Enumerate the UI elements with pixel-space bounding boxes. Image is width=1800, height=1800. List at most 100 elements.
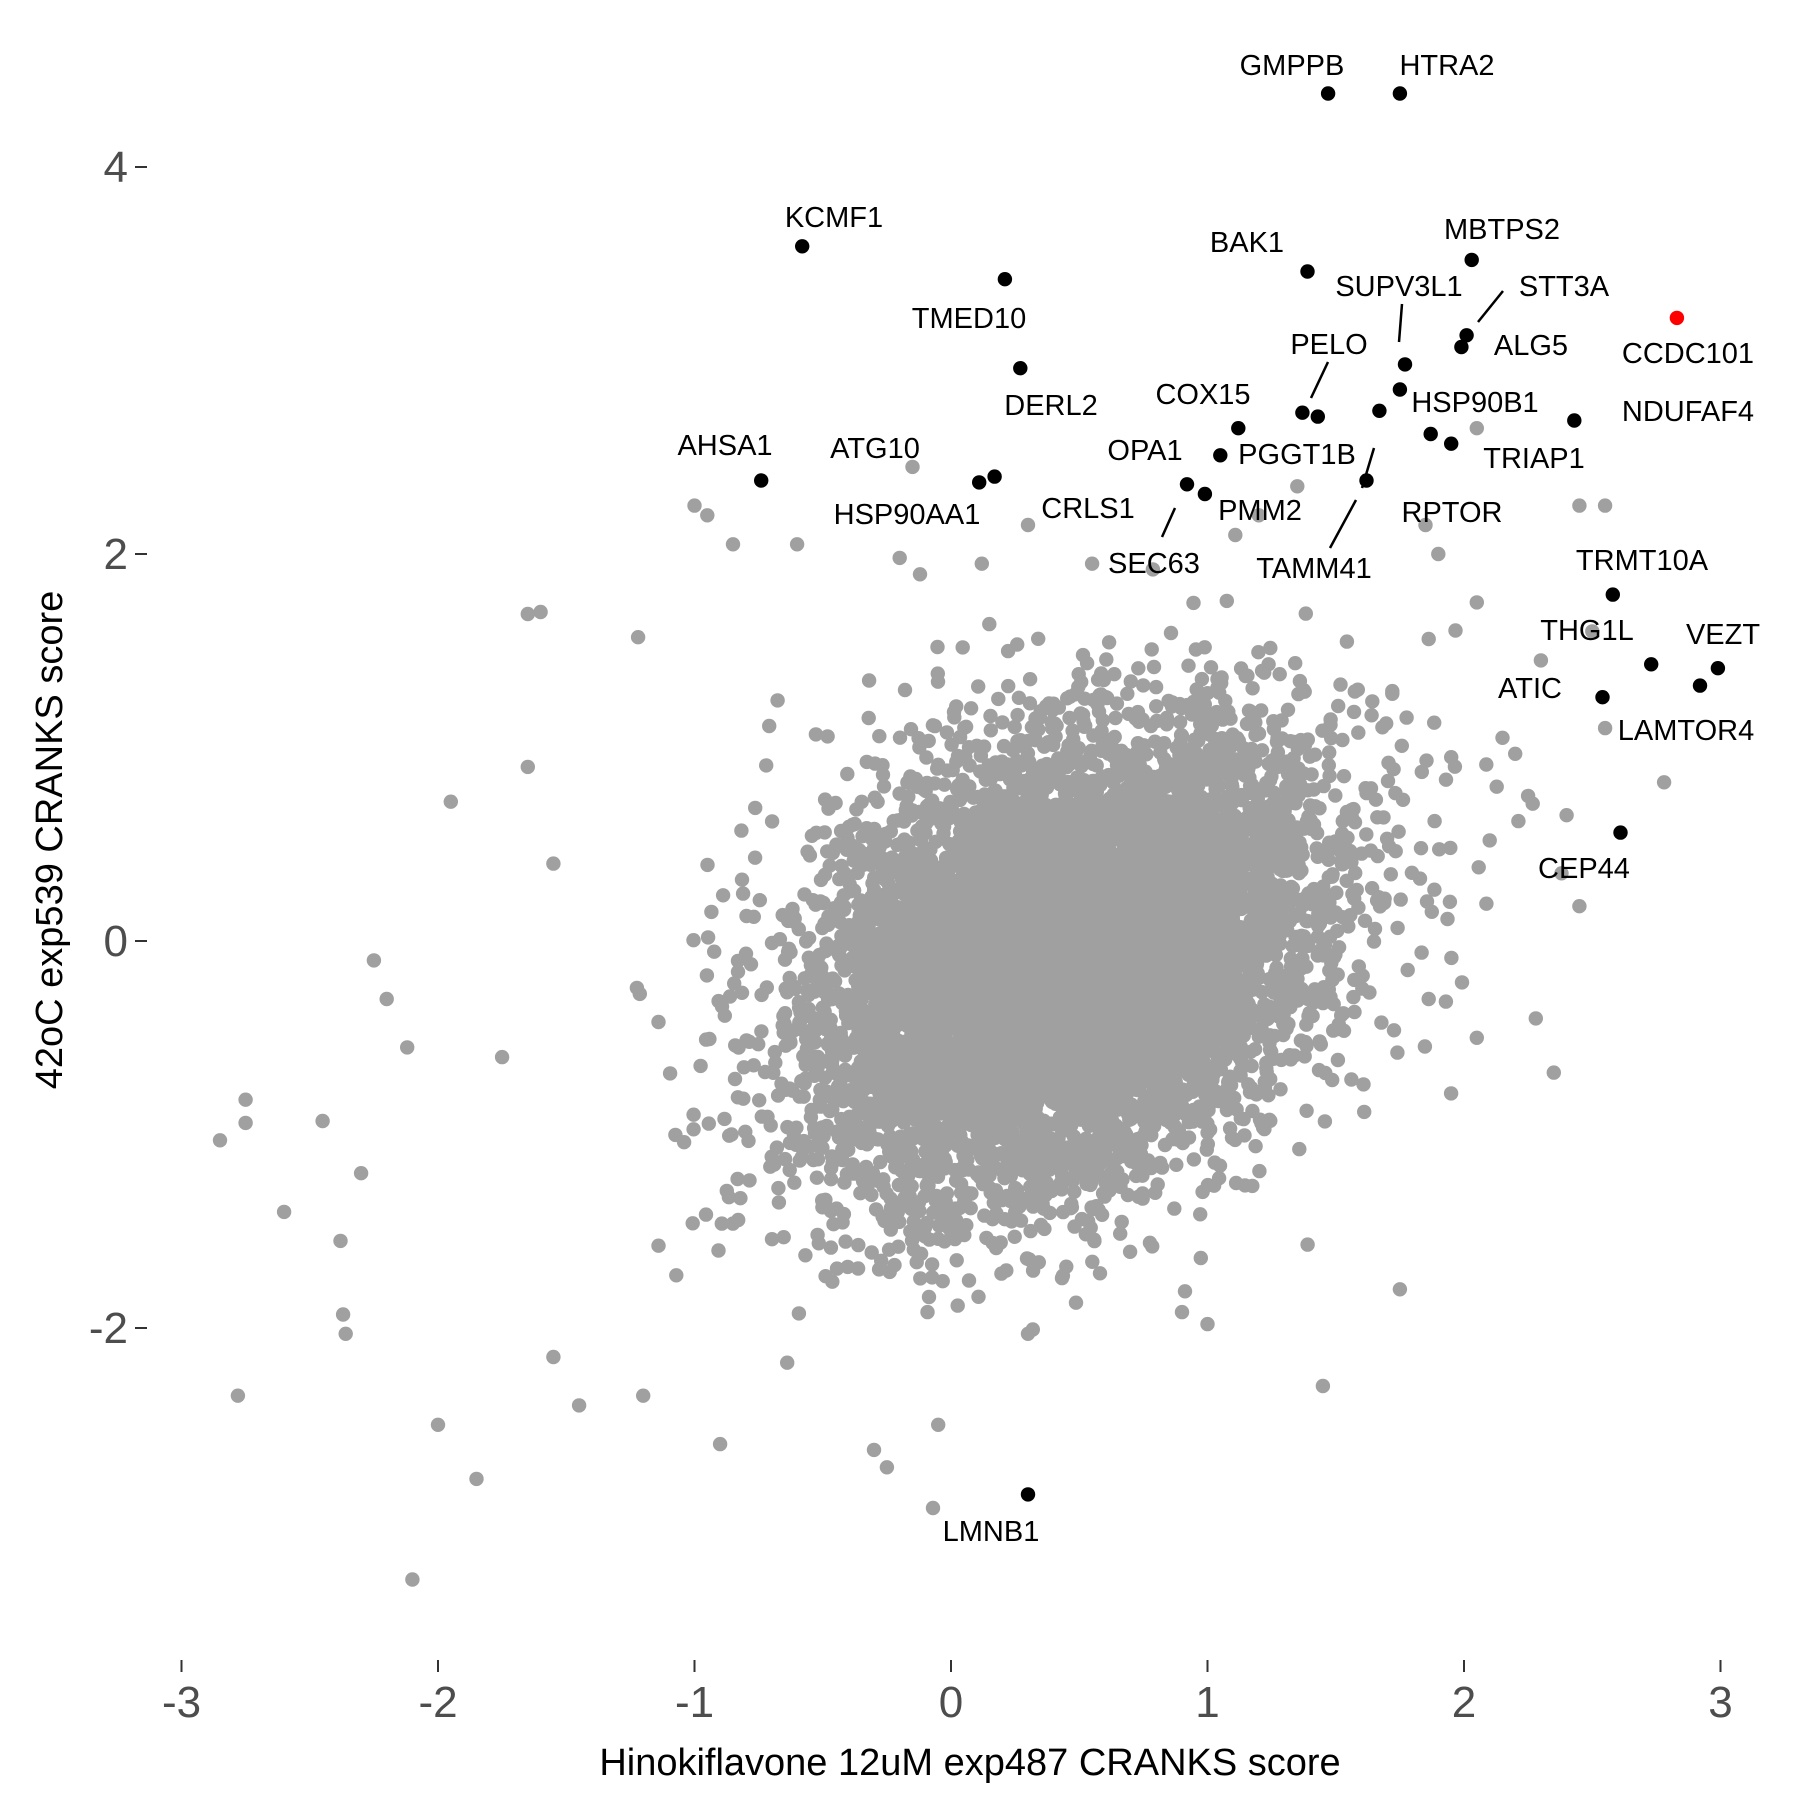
background-point [1011,690,1027,705]
background-point [1122,1244,1138,1260]
background-point [1438,772,1454,787]
background-point [1489,779,1504,794]
background-point [1254,663,1270,679]
background-point [1393,892,1408,907]
background-point [1022,1252,1037,1267]
background-point [986,1158,1002,1174]
background-point [1299,1103,1314,1119]
background-point [1263,640,1278,656]
background-point [1440,911,1455,927]
background-point [1085,1254,1100,1270]
background-point [1443,1086,1459,1101]
background-point [1432,842,1447,857]
background-point [1347,1004,1362,1020]
background-point [825,1274,840,1289]
background-point [804,828,820,843]
background-point [1370,848,1385,864]
background-point [1391,824,1406,839]
background-point [838,1234,853,1249]
background-point [772,932,788,947]
background-point [698,1207,714,1222]
background-point [1471,860,1486,875]
background-point [719,1183,734,1199]
background-point [701,1116,716,1131]
background-point [1438,994,1454,1009]
background-point [1099,652,1114,667]
background-point [747,850,763,865]
background-point [971,1289,986,1305]
background-point [1177,1284,1193,1299]
background-point [1131,661,1146,676]
background-point [722,989,738,1004]
background-point [840,766,855,782]
background-point [1328,788,1343,803]
background-point [1326,996,1341,1012]
background-point [982,616,997,632]
background-point [1292,1141,1307,1157]
background-point [1354,846,1369,861]
background-point [1241,703,1257,718]
background-point [1172,714,1188,730]
background-point [780,1355,795,1370]
background-point [717,1111,732,1127]
background-point [759,758,774,773]
background-point [887,1257,902,1273]
background-point [1336,1006,1351,1021]
background-point [1146,659,1162,675]
background-point [1251,645,1266,660]
background-point [1007,1229,1022,1245]
background-point [1145,562,1161,577]
background-point [881,1242,897,1257]
background-point [1010,707,1025,723]
background-point [752,1093,767,1108]
background-point [722,1128,737,1143]
background-point [1254,703,1269,718]
background-point [700,857,715,873]
background-point [1385,686,1400,701]
background-point [1511,813,1526,829]
background-point [669,1268,684,1283]
background-point [686,933,701,948]
background-point [1269,960,1284,975]
background-point [686,1122,701,1137]
background-point [912,567,928,582]
background-point [1479,757,1494,772]
background-point [1444,950,1459,966]
background-point [731,1212,746,1228]
background-point [798,1248,813,1263]
background-point [1272,667,1287,682]
background-point [961,1273,977,1288]
background-point [651,1238,666,1253]
background-point [1448,623,1463,638]
background-point [1359,827,1374,842]
background-point [1357,913,1373,928]
background-point [1421,631,1436,647]
background-point [1252,1163,1267,1179]
background-point [955,640,970,655]
background-point [1399,710,1414,725]
background-point [1336,769,1352,784]
background-point [930,674,946,689]
background-point [1292,673,1308,689]
background-point [770,693,785,708]
background-point [787,1175,802,1190]
background-point [1400,962,1415,978]
background-point [823,1172,839,1187]
background-point [1322,745,1337,760]
background-point [921,1289,937,1305]
background-point [963,701,979,716]
background-point [764,1232,780,1247]
background-point [1096,672,1112,688]
background-point [823,1240,839,1255]
background-point [1346,989,1361,1005]
background-point [1280,702,1296,717]
background-point [782,1162,797,1178]
background-point [861,673,877,688]
background-point [1136,678,1151,693]
background-point [776,1230,791,1245]
background-point [931,1218,947,1233]
background-point [1107,667,1122,682]
background-point [963,1201,978,1216]
